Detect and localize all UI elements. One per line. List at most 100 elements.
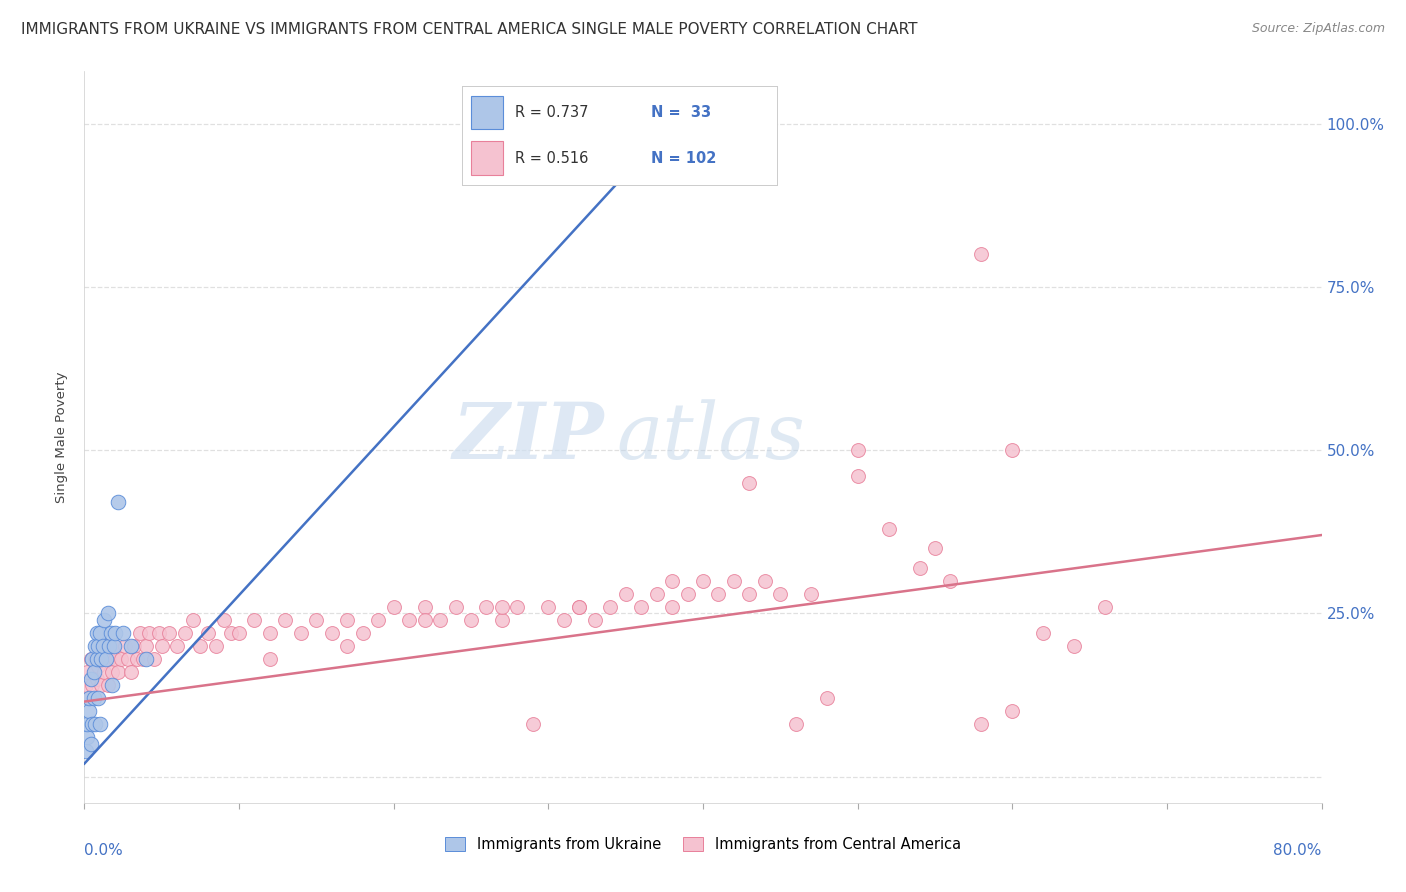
- Point: [91, 652, 114, 666]
- Point: [924, 541, 946, 555]
- Point: [336, 639, 359, 653]
- Point: [568, 599, 591, 614]
- Point: [98, 652, 121, 666]
- Point: [645, 587, 668, 601]
- Text: IMMIGRANTS FROM UKRAINE VS IMMIGRANTS FROM CENTRAL AMERICA SINGLE MALE POVERTY C: IMMIGRANTS FROM UKRAINE VS IMMIGRANTS FR…: [21, 22, 918, 37]
- Point: [367, 613, 389, 627]
- Point: [205, 639, 228, 653]
- Legend: Immigrants from Ukraine, Immigrants from Central America: Immigrants from Ukraine, Immigrants from…: [439, 831, 967, 858]
- Point: [82, 717, 104, 731]
- Point: [103, 639, 125, 653]
- Point: [84, 652, 107, 666]
- Point: [87, 658, 110, 673]
- Point: [122, 639, 145, 653]
- Point: [707, 587, 730, 601]
- Point: [96, 607, 118, 621]
- Point: [129, 626, 152, 640]
- Point: [159, 626, 180, 640]
- Point: [135, 639, 157, 653]
- Point: [125, 652, 148, 666]
- Point: [89, 717, 111, 731]
- Point: [259, 626, 281, 640]
- Point: [738, 475, 761, 490]
- Point: [738, 587, 761, 601]
- Point: [723, 574, 745, 588]
- Point: [800, 587, 823, 601]
- Point: [475, 599, 498, 614]
- Point: [491, 613, 513, 627]
- Point: [89, 646, 111, 660]
- Text: 80.0%: 80.0%: [1274, 843, 1322, 858]
- Point: [970, 247, 993, 261]
- Point: [77, 705, 100, 719]
- Point: [1094, 599, 1116, 614]
- Point: [815, 691, 838, 706]
- Point: [90, 678, 112, 692]
- Point: [87, 691, 110, 706]
- Point: [398, 613, 420, 627]
- Point: [259, 652, 281, 666]
- Point: [568, 599, 591, 614]
- Point: [107, 495, 129, 509]
- Point: [104, 626, 127, 640]
- Point: [382, 599, 405, 614]
- Point: [181, 613, 204, 627]
- Point: [785, 717, 807, 731]
- Point: [413, 599, 436, 614]
- Point: [212, 613, 235, 627]
- Point: [846, 469, 869, 483]
- Point: [120, 665, 142, 680]
- Point: [110, 652, 132, 666]
- Point: [96, 678, 118, 692]
- Point: [846, 443, 869, 458]
- Point: [75, 743, 97, 757]
- Point: [754, 574, 776, 588]
- Point: [970, 717, 993, 731]
- Point: [86, 626, 108, 640]
- Point: [336, 613, 359, 627]
- Point: [107, 665, 129, 680]
- Point: [89, 626, 111, 640]
- Point: [352, 626, 374, 640]
- Point: [138, 626, 160, 640]
- Point: [553, 613, 575, 627]
- Point: [86, 672, 108, 686]
- Point: [166, 639, 188, 653]
- Point: [83, 665, 105, 680]
- Point: [939, 574, 962, 588]
- Point: [243, 613, 266, 627]
- Point: [661, 599, 683, 614]
- Point: [114, 639, 136, 653]
- Point: [90, 652, 112, 666]
- Point: [120, 639, 142, 653]
- Point: [77, 691, 100, 706]
- Point: [150, 639, 173, 653]
- Point: [188, 639, 211, 653]
- Point: [93, 665, 115, 680]
- Point: [135, 652, 157, 666]
- Point: [77, 691, 100, 706]
- Point: [321, 626, 343, 640]
- Point: [79, 672, 101, 686]
- Point: [93, 613, 115, 627]
- Point: [84, 717, 107, 731]
- Point: [491, 599, 513, 614]
- Point: [82, 652, 104, 666]
- Point: [83, 691, 105, 706]
- Point: [100, 626, 122, 640]
- Point: [1032, 626, 1054, 640]
- Point: [101, 665, 124, 680]
- Point: [522, 717, 544, 731]
- Point: [429, 613, 451, 627]
- Point: [79, 737, 101, 751]
- Point: [506, 599, 529, 614]
- Point: [908, 560, 931, 574]
- Point: [91, 639, 114, 653]
- Point: [174, 626, 197, 640]
- Point: [1063, 639, 1085, 653]
- Text: atlas: atlas: [616, 399, 806, 475]
- Point: [460, 613, 482, 627]
- Point: [583, 613, 606, 627]
- Point: [305, 613, 328, 627]
- Y-axis label: Single Male Poverty: Single Male Poverty: [55, 371, 69, 503]
